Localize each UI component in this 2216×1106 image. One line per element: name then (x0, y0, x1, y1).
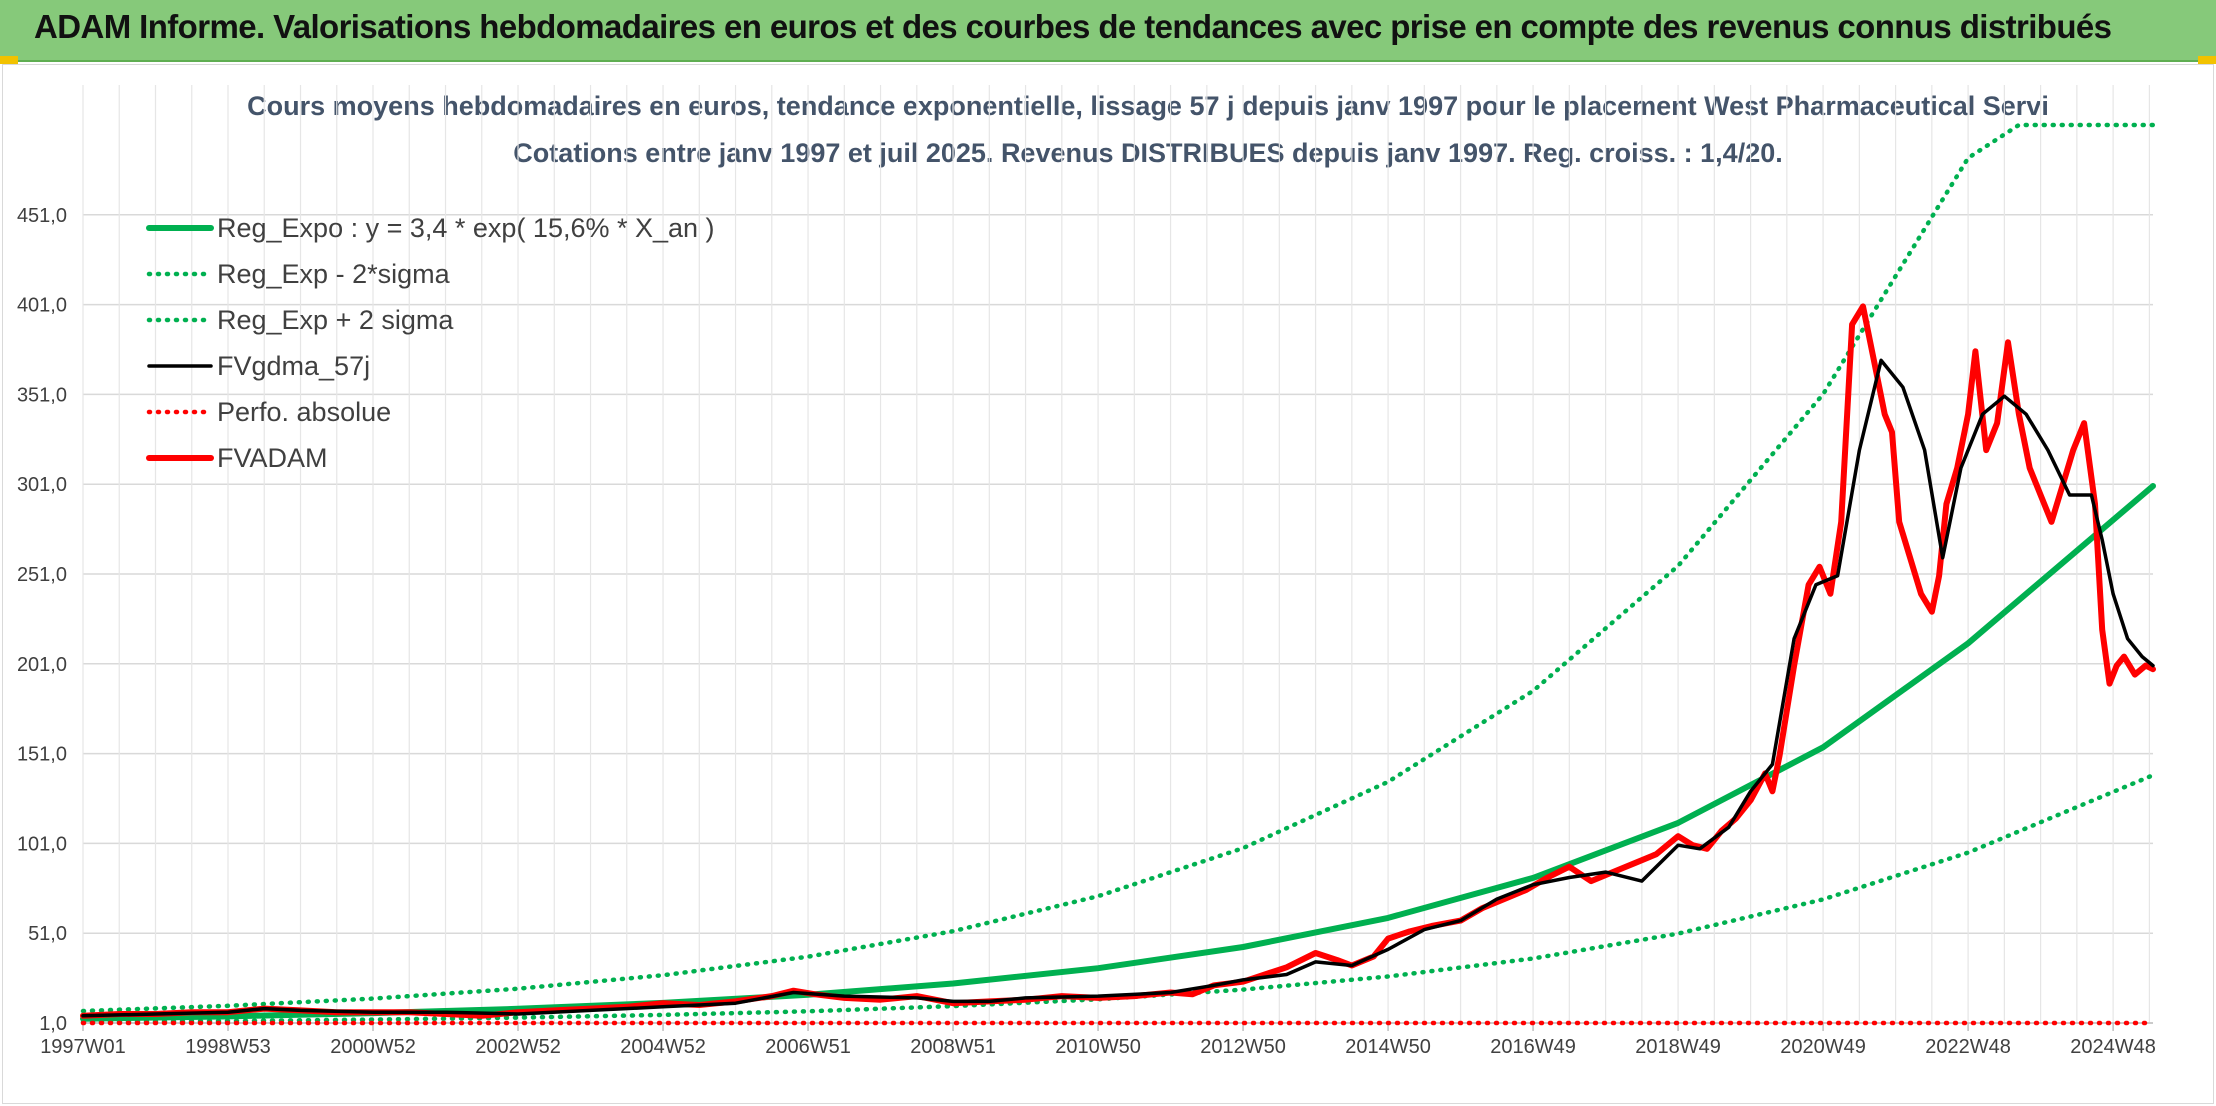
x-tick-label: 2010W50 (1055, 1036, 1141, 1058)
corner-mark-left (0, 56, 18, 64)
y-tick-label: 101,0 (17, 833, 67, 855)
y-tick-label: 351,0 (17, 384, 67, 406)
series-line-3 (81, 358, 2155, 1018)
y-tick-label: 51,0 (28, 923, 67, 945)
y-tick-label: 251,0 (17, 564, 67, 586)
chart-title: Cours moyens hebdomadaires en euros, ten… (247, 91, 2049, 121)
legend-label: Reg_Expo : y = 3,4 * exp( 15,6% * X_an ) (217, 213, 715, 243)
y-tick-label: 401,0 (17, 295, 67, 317)
x-tick-label: 2022W48 (1925, 1036, 2011, 1058)
report-title: ADAM Informe. Valorisations hebdomadaire… (34, 8, 2112, 45)
x-tick-label: 2020W49 (1780, 1036, 1866, 1058)
series-line-0 (80, 483, 2156, 1022)
x-tick-label: 2006W51 (765, 1036, 851, 1058)
x-tick-label: 2012W50 (1200, 1036, 1286, 1058)
line-chart: Cours moyens hebdomadaires en euros, ten… (17, 85, 2156, 1058)
y-tick-label: 301,0 (17, 474, 67, 496)
x-tick-label: 2024W48 (2070, 1036, 2156, 1058)
x-tick-label: 2002W52 (475, 1036, 561, 1058)
y-tick-label: 1,0 (39, 1013, 67, 1035)
report-banner: ADAM Informe. Valorisations hebdomadaire… (0, 0, 2216, 62)
chart-subtitle: Cotations entre janv 1997 et juil 2025. … (513, 138, 1783, 168)
x-tick-label: 2018W49 (1635, 1036, 1721, 1058)
chart-area: Cours moyens hebdomadaires en euros, ten… (2, 64, 2214, 1104)
y-tick-label: 151,0 (17, 744, 67, 766)
x-tick-label: 1998W53 (185, 1036, 271, 1058)
corner-mark-right (2198, 56, 2216, 64)
legend-label: Reg_Exp - 2*sigma (217, 259, 451, 289)
x-tick-label: 2000W52 (330, 1036, 416, 1058)
x-tick-label: 1997W01 (40, 1036, 126, 1058)
y-tick-label: 451,0 (17, 205, 67, 227)
x-tick-label: 2008W51 (910, 1036, 996, 1058)
legend-label: FVADAM (217, 443, 328, 473)
legend-label: Perfo. absolue (217, 397, 391, 427)
series-line-2 (80, 122, 2156, 1014)
series-line-5 (80, 303, 2156, 1019)
series-line-1 (80, 772, 2156, 1025)
legend-label: FVgdma_57j (217, 351, 370, 381)
y-tick-label: 201,0 (17, 654, 67, 676)
x-tick-label: 2016W49 (1490, 1036, 1576, 1058)
legend-label: Reg_Exp + 2 sigma (217, 305, 454, 335)
x-tick-label: 2004W52 (620, 1036, 706, 1058)
x-tick-label: 2014W50 (1345, 1036, 1431, 1058)
